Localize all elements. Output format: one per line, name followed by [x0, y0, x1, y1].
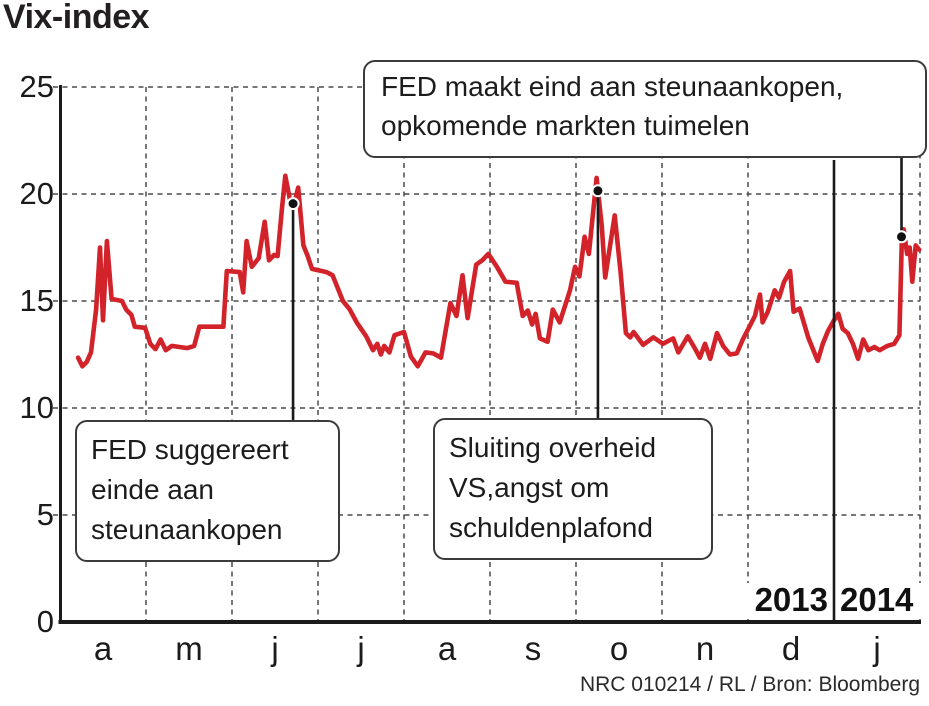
y-axis-label-20: 20	[19, 176, 54, 211]
x-axis-label-month-3: j	[357, 630, 365, 667]
annotation-line: opkomende markten tuimelen	[381, 110, 750, 141]
annotation-line: VS,angst om	[449, 472, 610, 503]
x-axis-label-month-5: s	[524, 630, 542, 667]
x-axis-label-month-0: a	[93, 630, 113, 667]
annotation-line: Sluiting overheid	[449, 432, 657, 463]
event-dot-gov-shutdown	[591, 184, 605, 198]
annotation-fed-ends: FED maakt eind aan steunaankopen, opkome…	[363, 60, 927, 158]
annotation-line: FED suggereert	[91, 434, 289, 465]
annotation-gov-shutdown: Sluiting overheid VS,angst om schuldenpl…	[433, 418, 713, 560]
year-label-2014: 2014	[840, 583, 929, 617]
chart-title: Vix-index	[3, 0, 150, 36]
y-axis-label-0: 0	[36, 604, 54, 639]
annotation-line: einde aan	[91, 474, 215, 505]
x-axis-label-month-9: j	[873, 630, 881, 667]
annotation-line: FED maakt eind aan steunaankopen,	[381, 71, 844, 102]
y-axis-label-25: 25	[19, 69, 54, 104]
x-axis-label-month-1: m	[175, 630, 203, 667]
y-axis-label-10: 10	[19, 390, 54, 425]
x-axis-label-month-2: j	[271, 630, 279, 667]
x-axis-label-month-7: n	[695, 630, 715, 667]
x-axis-label-month-6: o	[609, 630, 629, 667]
y-axis-label-15: 15	[19, 283, 54, 318]
x-axis-label-month-8: d	[781, 630, 801, 667]
y-axis-label-5: 5	[36, 497, 54, 532]
event-dot-fed-suggests	[286, 197, 300, 211]
year-label-2013: 2013	[716, 583, 828, 617]
source-credit: NRC 010214 / RL / Bron: Bloomberg	[579, 673, 920, 696]
x-axis-label-month-4: a	[437, 630, 457, 667]
event-dot-fed-ends	[895, 230, 909, 244]
annotation-line: schuldenplafond	[449, 512, 653, 543]
vix-series-line	[75, 173, 922, 369]
annotation-fed-suggests: FED suggereert einde aan steunaankopen	[75, 420, 340, 562]
annotation-line: steunaankopen	[91, 514, 283, 545]
